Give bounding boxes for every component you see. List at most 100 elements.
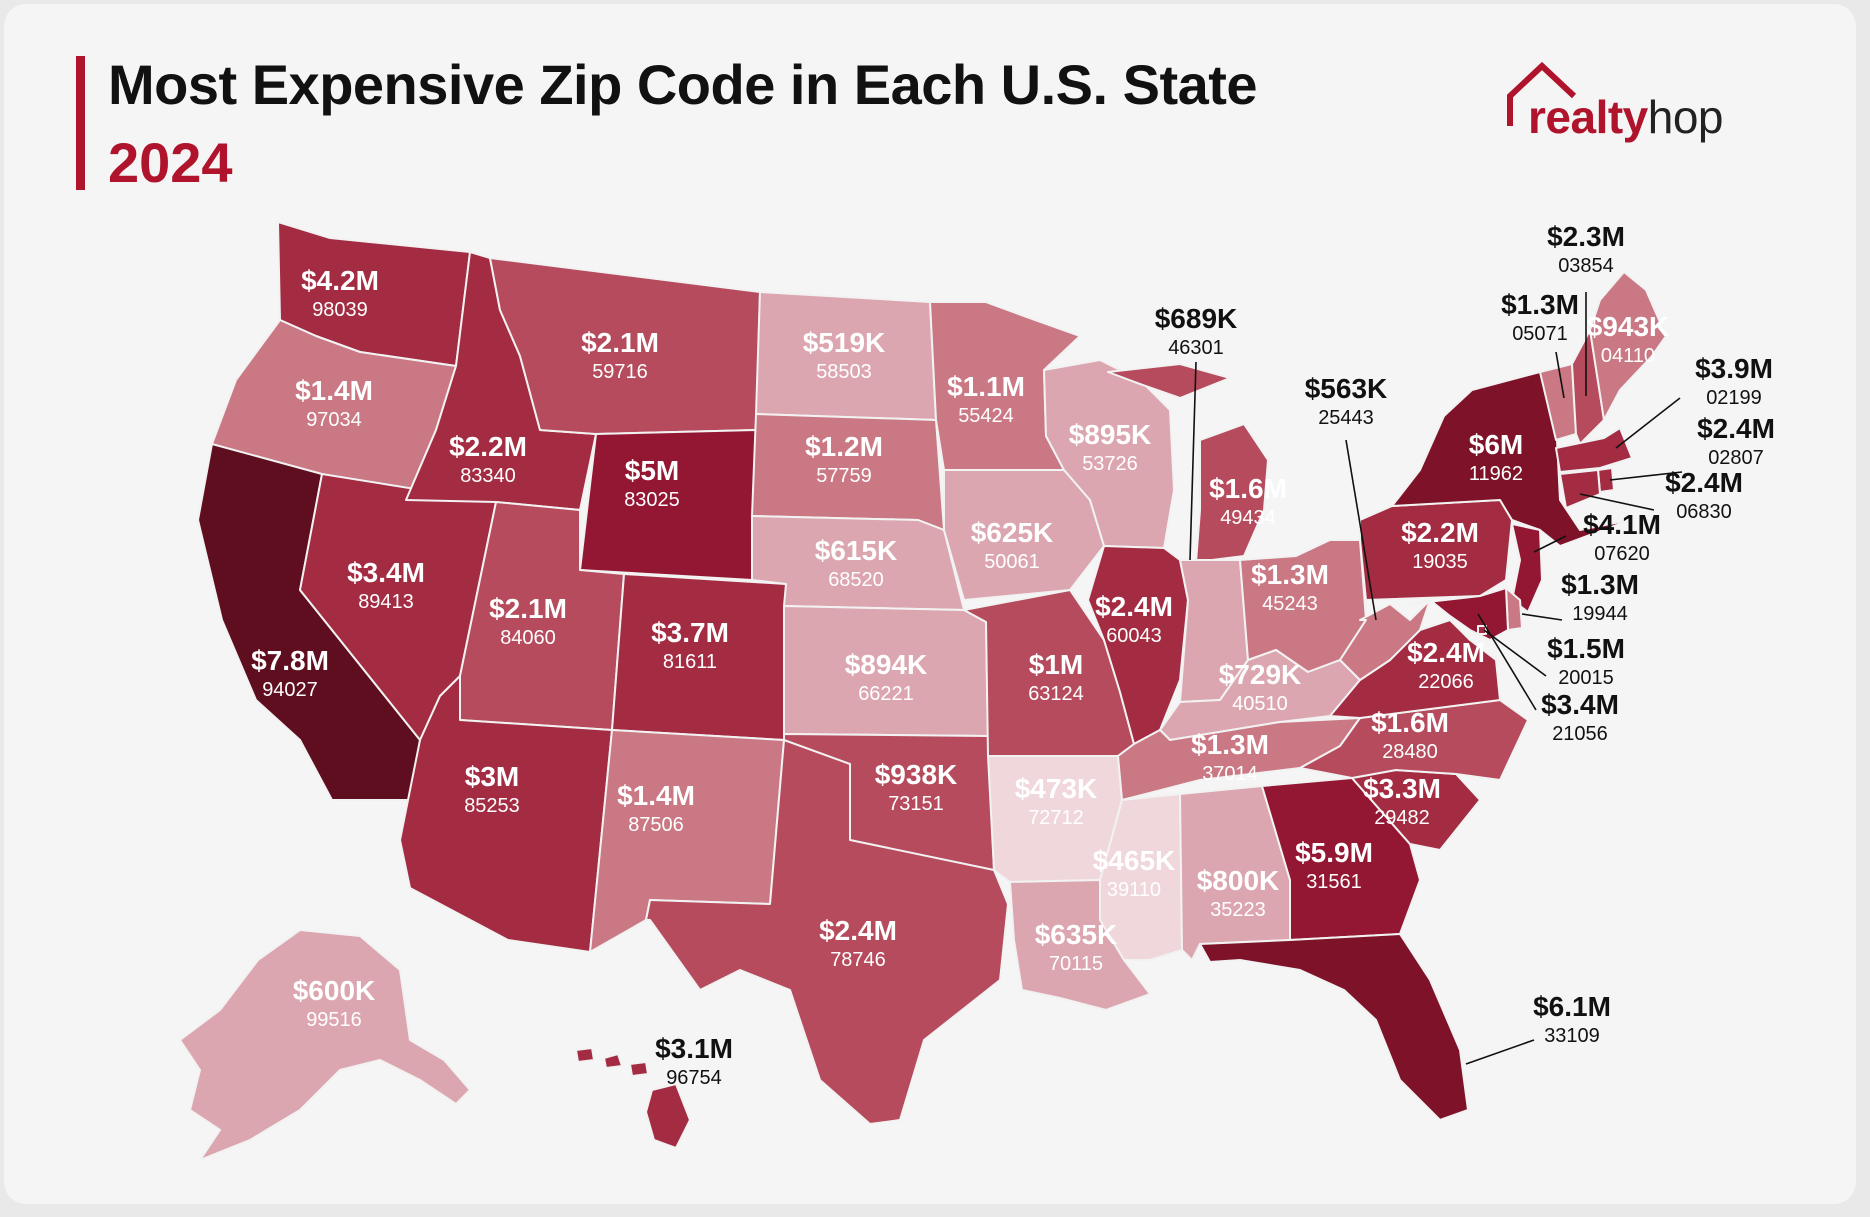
state-labels: $4.2M 98039 $1.4M 97034 $7.8M 94027 $3.4M 89413…: [251, 221, 1775, 1089]
zip-label-NH: 03854: [1558, 255, 1614, 277]
price-label-ME: $943K: [1587, 311, 1670, 342]
zip-label-IL: 60043: [1106, 625, 1162, 647]
leader-DC: [1483, 629, 1547, 677]
zip-label-ID: 83340: [460, 465, 516, 487]
price-label-NM: $1.4M: [617, 780, 695, 811]
price-label-DE: $1.3M: [1561, 569, 1639, 600]
zip-label-AZ: 85253: [464, 795, 520, 817]
price-label-WA: $4.2M: [301, 265, 379, 296]
zip-label-MS: 39110: [1107, 879, 1161, 901]
zip-label-NV: 89413: [358, 591, 414, 613]
state-NC: [1299, 699, 1529, 781]
logo-wordmark: realtyhop: [1528, 90, 1724, 144]
price-label-PA: $2.2M: [1401, 517, 1479, 548]
zip-label-DE: 19944: [1572, 603, 1628, 625]
price-label-MO: $1M: [1029, 649, 1083, 680]
zip-label-IN: 46301: [1168, 337, 1224, 359]
zip-label-KS: 66221: [858, 683, 914, 705]
leader-DE: [1521, 613, 1563, 621]
logo-part-hop: hop: [1647, 91, 1724, 143]
state-HI: [575, 1047, 691, 1149]
zip-label-OH: 45243: [1262, 593, 1318, 615]
page-year: 2024: [108, 131, 233, 194]
price-label-KY: $729K: [1219, 659, 1302, 690]
price-label-GA: $5.9M: [1295, 837, 1373, 868]
zip-label-NE: 68520: [828, 569, 884, 591]
price-label-NV: $3.4M: [347, 557, 425, 588]
leader-WV: [1345, 439, 1377, 621]
zip-label-RI: 02807: [1708, 447, 1764, 469]
zip-label-MD: 21056: [1552, 723, 1608, 745]
price-label-MN: $1.1M: [947, 371, 1025, 402]
zip-label-AL: 35223: [1210, 899, 1266, 921]
zip-label-SC: 29482: [1374, 807, 1430, 829]
leader-IN: [1189, 361, 1197, 561]
zip-label-VT: 05071: [1512, 323, 1568, 345]
logo-part-realty: realty: [1528, 91, 1648, 143]
state-NH: [1571, 329, 1605, 445]
zip-label-FL: 33109: [1544, 1025, 1600, 1047]
price-label-ND: $519K: [803, 327, 886, 358]
zip-label-MI: 49434: [1220, 507, 1276, 529]
zip-label-IA: 50061: [984, 551, 1040, 573]
zip-label-MN: 55424: [958, 405, 1014, 427]
zip-label-ME: 04110: [1601, 345, 1655, 367]
state-TX: [645, 739, 1009, 1125]
zip-label-OR: 97034: [306, 409, 362, 431]
leader-VT: [1555, 351, 1565, 399]
price-label-UT: $2.1M: [489, 593, 567, 624]
price-label-FL: $6.1M: [1533, 991, 1611, 1022]
leader-NJ: [1533, 535, 1567, 553]
zip-label-WA: 98039: [312, 299, 368, 321]
price-label-VA: $2.4M: [1407, 637, 1485, 668]
price-label-RI: $2.4M: [1697, 413, 1775, 444]
price-label-NH: $2.3M: [1547, 221, 1625, 252]
price-label-KS: $894K: [845, 649, 928, 680]
price-label-CO: $3.7M: [651, 617, 729, 648]
price-label-WY: $5M: [625, 455, 679, 486]
price-label-IA: $625K: [971, 517, 1054, 548]
price-label-ID: $2.2M: [449, 431, 527, 462]
zip-label-GA: 31561: [1306, 871, 1362, 893]
title-accent-bar: [76, 56, 85, 190]
price-label-AL: $800K: [1197, 865, 1280, 896]
state-ME: [1589, 271, 1667, 421]
price-label-MI: $1.6M: [1209, 473, 1287, 504]
zip-label-HI: 96754: [666, 1067, 722, 1089]
price-label-OR: $1.4M: [295, 375, 373, 406]
leader-MD: [1477, 613, 1537, 711]
price-label-WI: $895K: [1069, 419, 1152, 450]
zip-label-ND: 58503: [816, 361, 872, 383]
state-NJ: [1511, 523, 1543, 613]
price-label-CT: $2.4M: [1665, 467, 1743, 498]
price-label-HI: $3.1M: [655, 1033, 733, 1064]
price-label-AR: $473K: [1015, 773, 1098, 804]
price-label-MA: $3.9M: [1695, 353, 1773, 384]
zip-label-KY: 40510: [1232, 693, 1288, 715]
state-shapes: [179, 221, 1667, 1161]
price-label-TX: $2.4M: [819, 915, 897, 946]
zip-label-OK: 73151: [888, 793, 944, 815]
price-label-WV: $563K: [1305, 373, 1388, 404]
zip-label-VA: 22066: [1418, 671, 1474, 693]
zip-label-CO: 81611: [663, 651, 717, 673]
price-label-LA: $635K: [1035, 919, 1118, 950]
price-label-NJ: $4.1M: [1583, 509, 1661, 540]
zip-label-SD: 57759: [816, 465, 872, 487]
leader-MA: [1615, 397, 1681, 449]
zip-label-WI: 53726: [1082, 453, 1138, 475]
zip-label-MO: 63124: [1028, 683, 1084, 705]
state-CT: [1559, 469, 1601, 509]
leader-RI: [1609, 471, 1683, 481]
price-label-MT: $2.1M: [581, 327, 659, 358]
state-MI: [1107, 363, 1269, 563]
zip-label-NY: 11962: [1469, 463, 1523, 485]
state-PA: [1359, 499, 1513, 601]
state-FL: [1199, 933, 1469, 1121]
zip-label-NM: 87506: [628, 814, 684, 836]
price-label-IN: $689K: [1155, 303, 1238, 334]
price-label-OK: $938K: [875, 759, 958, 790]
price-label-IL: $2.4M: [1095, 591, 1173, 622]
zip-label-MA: 02199: [1706, 387, 1762, 409]
